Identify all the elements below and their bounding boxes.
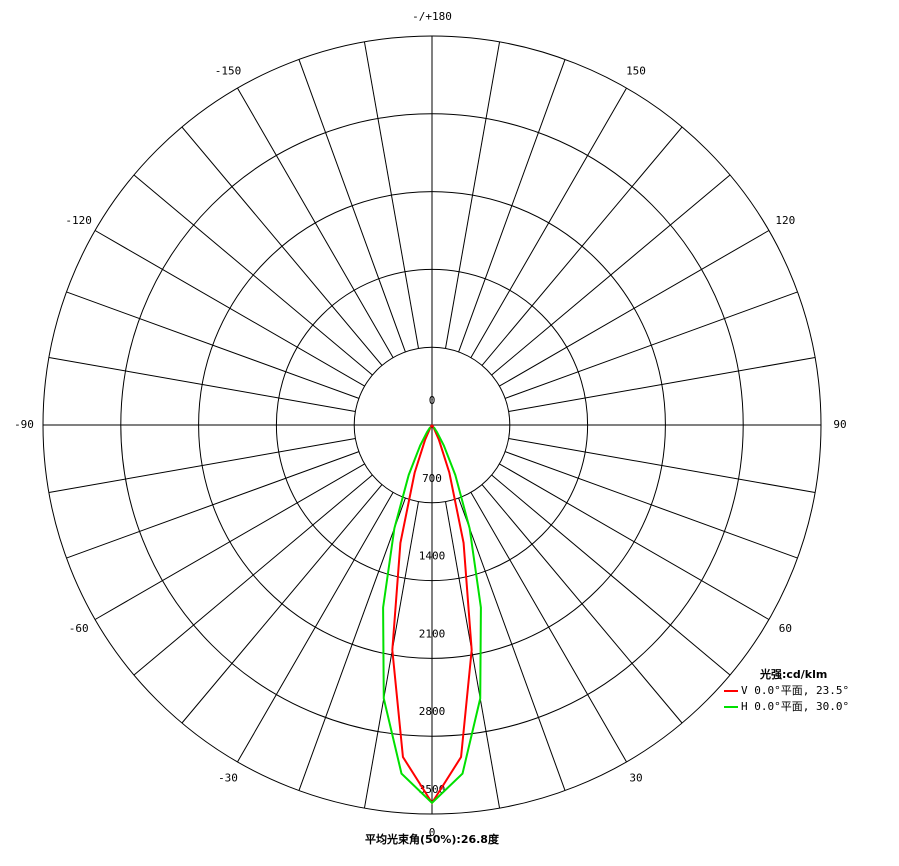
angle-line [470,492,627,763]
angle-tick-label: -/+180 [412,10,452,23]
angle-line [470,87,627,358]
angle-tick-label: -30 [218,771,238,784]
legend-title: 光强:cd/klm [759,667,827,681]
angle-line [237,492,394,763]
angle-tick-label: 150 [626,65,646,78]
angle-tick-label: 120 [775,214,795,227]
series-line [382,426,482,805]
angle-tick-label: 0 [429,826,436,839]
angle-tick-label: 90 [833,418,846,431]
angle-line [94,230,365,387]
legend-label: H 0.0°平面, 30.0° [741,700,849,713]
angle-line [499,463,770,620]
angle-line [499,230,770,387]
angle-tick-label: -150 [215,65,242,78]
angle-line [237,87,394,358]
angle-tick-label: 30 [629,771,642,784]
angle-tick-label: -60 [69,622,89,635]
angle-tick-label: -120 [65,214,92,227]
angle-tick-label: -90 [14,418,34,431]
angle-tick-label: 60 [779,622,792,635]
angle-line [94,463,365,620]
legend-label: V 0.0°平面, 23.5° [741,684,849,697]
footer: 平均光束角(50%):26.8度 [365,832,500,846]
